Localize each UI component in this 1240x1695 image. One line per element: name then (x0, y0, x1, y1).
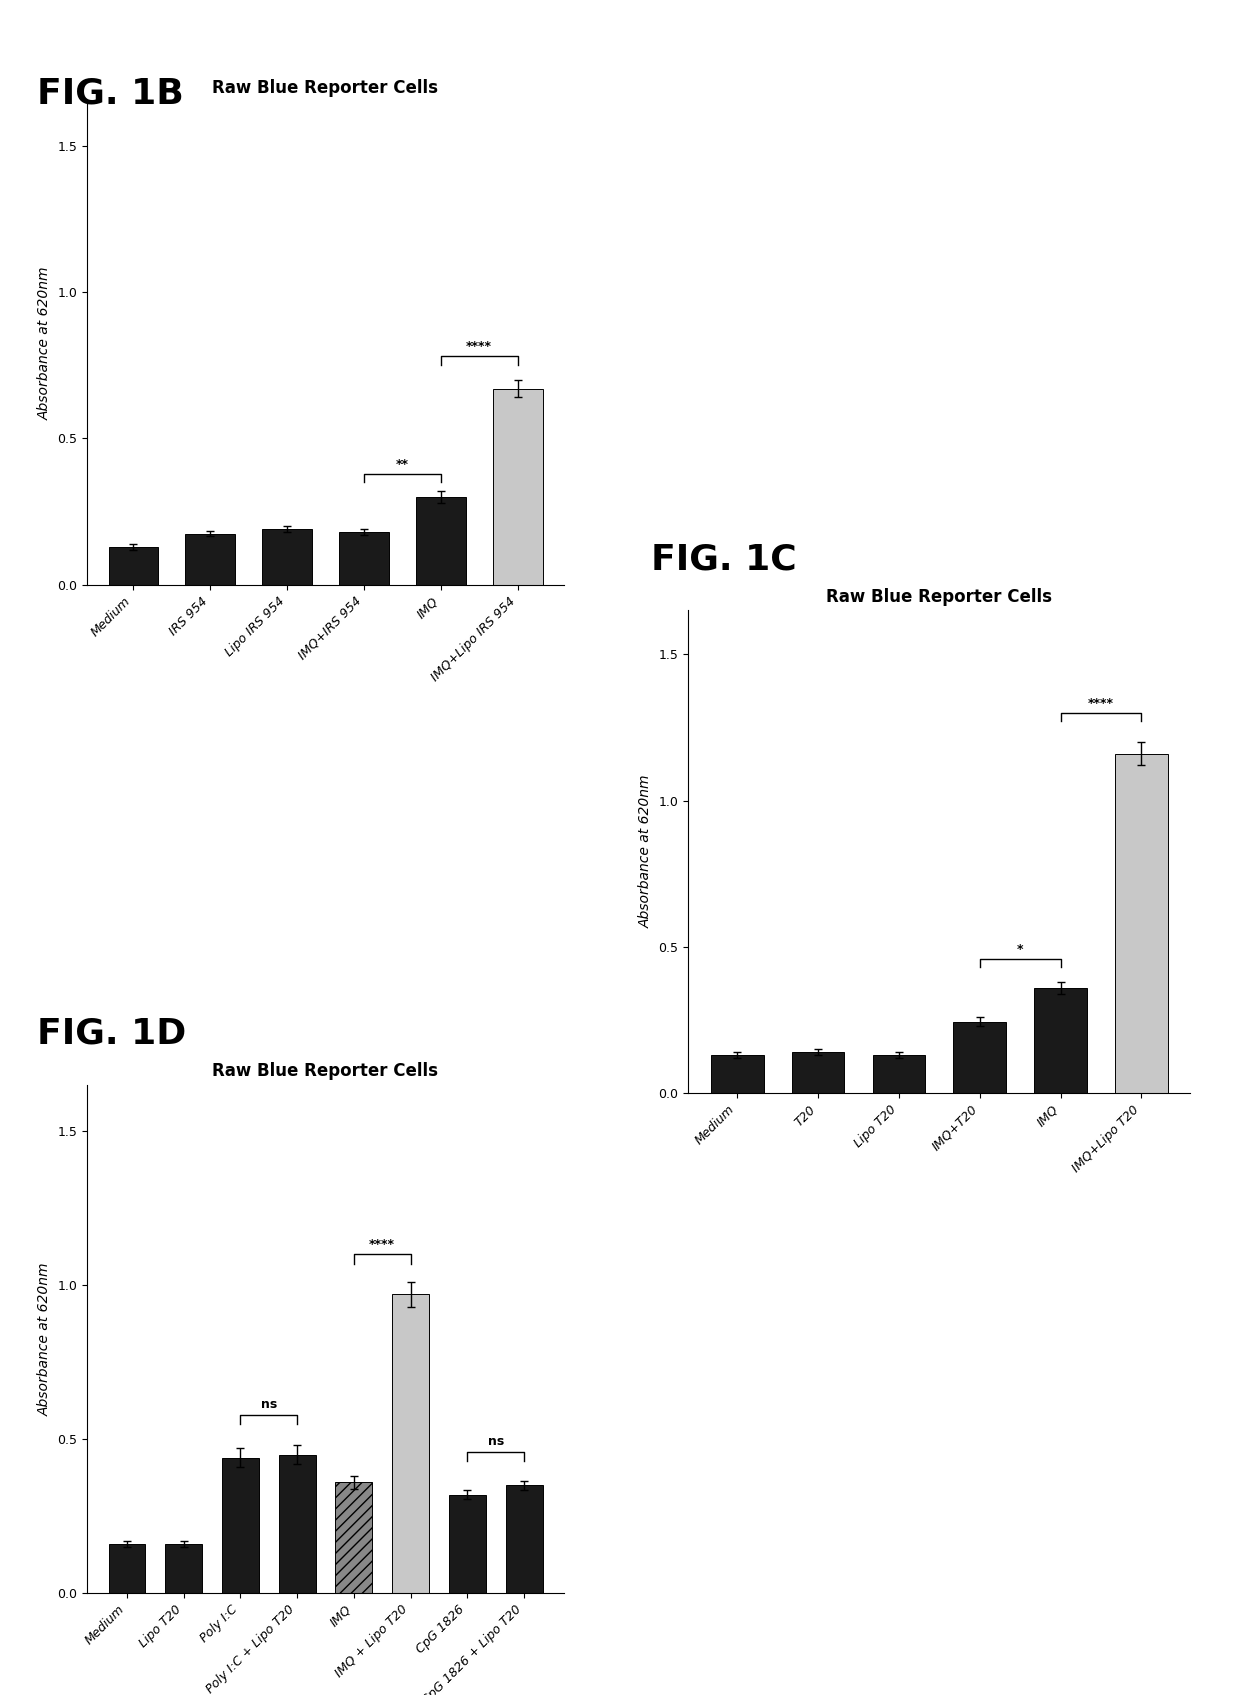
Bar (492, 388, 543, 585)
Bar (449, 1495, 486, 1593)
Y-axis label: Absorbance at 620nm: Absorbance at 620nm (37, 266, 52, 420)
Text: **: ** (396, 458, 409, 471)
Y-axis label: Absorbance at 620nm: Absorbance at 620nm (37, 1263, 52, 1415)
Bar (792, 1053, 844, 1093)
Text: ****: **** (1087, 697, 1114, 710)
Text: *: * (1017, 942, 1023, 956)
Bar (339, 532, 389, 585)
Text: FIG. 1C: FIG. 1C (651, 542, 796, 576)
Title: Raw Blue Reporter Cells: Raw Blue Reporter Cells (212, 80, 439, 97)
Bar (109, 1544, 145, 1593)
Title: Raw Blue Reporter Cells: Raw Blue Reporter Cells (826, 588, 1053, 605)
Bar (336, 1483, 372, 1593)
Bar (506, 1485, 543, 1593)
Y-axis label: Absorbance at 620nm: Absorbance at 620nm (639, 775, 653, 929)
Text: FIG. 1D: FIG. 1D (37, 1017, 186, 1051)
Bar (279, 1454, 315, 1593)
Bar (262, 529, 312, 585)
Bar (1115, 754, 1168, 1093)
Text: ns: ns (260, 1398, 277, 1412)
Bar (392, 1295, 429, 1593)
Bar (1034, 988, 1086, 1093)
Bar (222, 1458, 259, 1593)
Bar (711, 1056, 764, 1093)
Bar (415, 497, 466, 585)
Bar (165, 1544, 202, 1593)
Bar (109, 547, 159, 585)
Text: FIG. 1B: FIG. 1B (37, 76, 184, 110)
Text: ****: **** (370, 1239, 396, 1251)
Title: Raw Blue Reporter Cells: Raw Blue Reporter Cells (212, 1063, 439, 1080)
Bar (954, 1022, 1006, 1093)
Bar (185, 534, 236, 585)
Text: ****: **** (466, 341, 492, 354)
Bar (873, 1056, 925, 1093)
Text: ns: ns (487, 1436, 503, 1449)
